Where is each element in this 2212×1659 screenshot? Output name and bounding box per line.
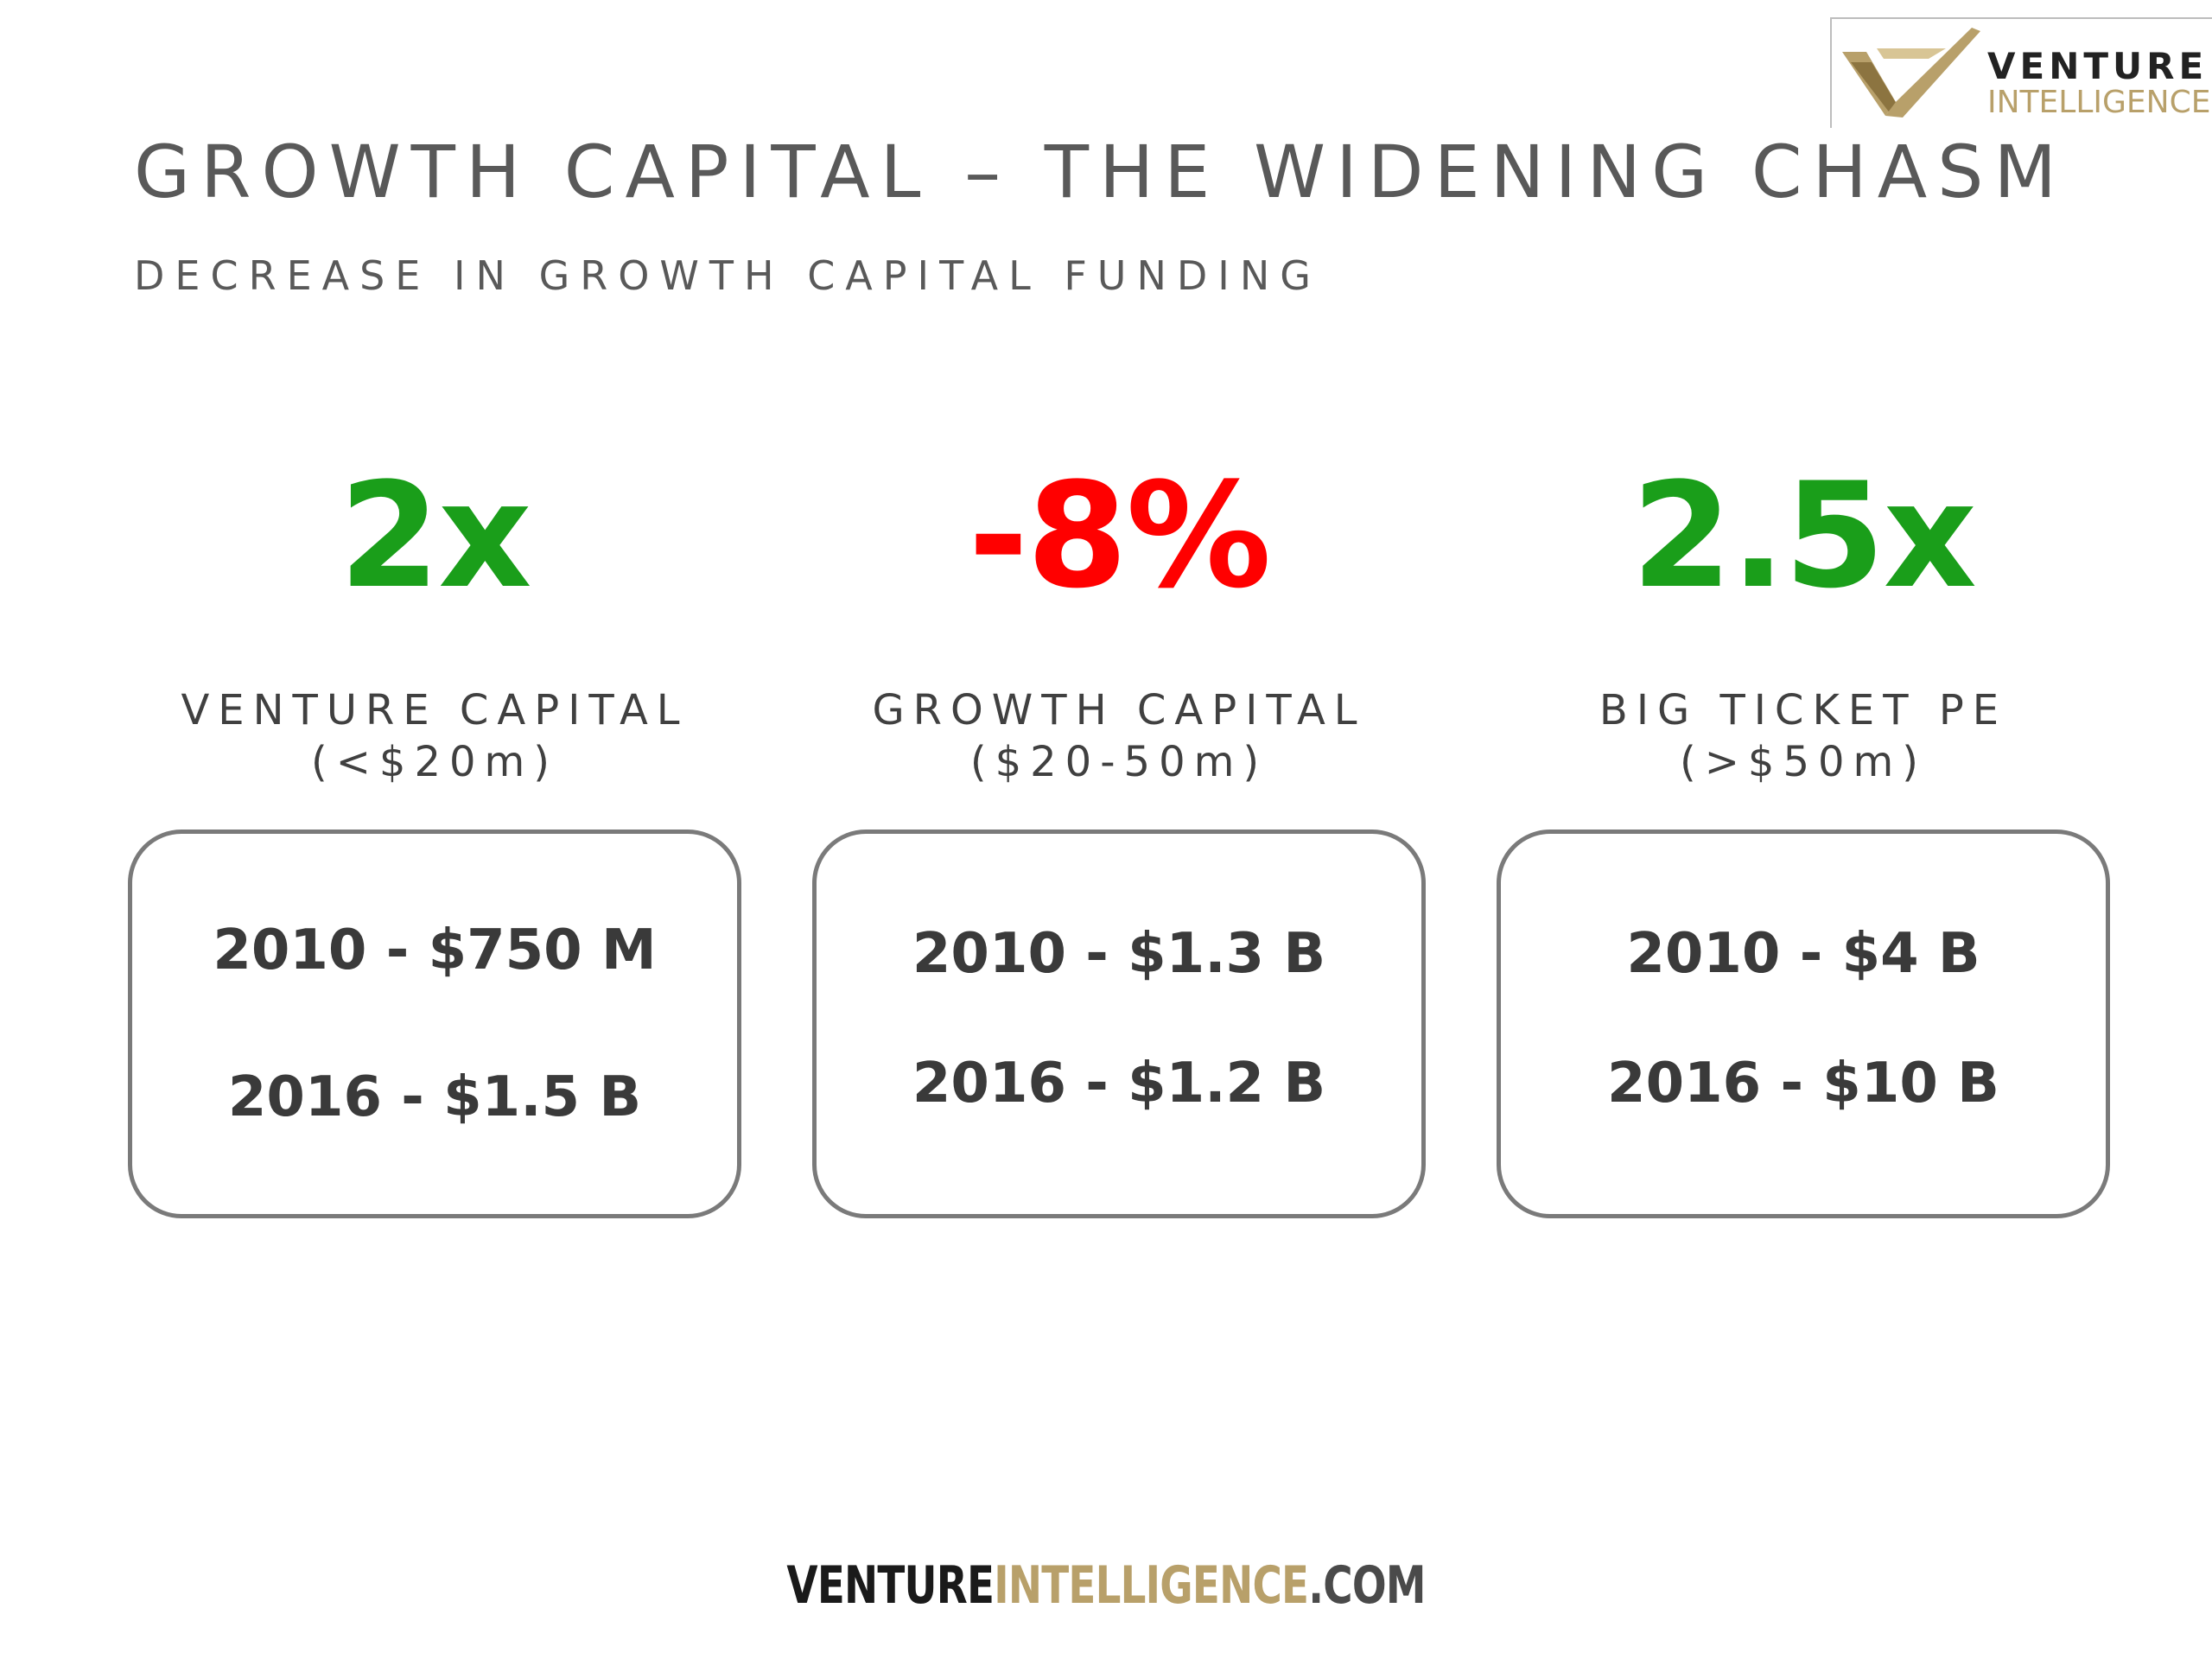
category-name: BIG TICKET PE <box>1599 686 2008 734</box>
funding-card: 2010 - $750 M 2016 - $1.5 B <box>128 830 741 1218</box>
slide-subtitle: DECREASE IN GROWTH CAPITAL FUNDING <box>134 252 1321 299</box>
v-checkmark-icon <box>1842 28 1980 118</box>
funding-2016: 2016 - $1.2 B <box>912 1052 1326 1116</box>
category-range: (<$20m) <box>310 738 559 786</box>
column-venture-capital: 2x VENTURE CAPITAL (<$20m) 2010 - $750 M… <box>128 449 741 1218</box>
funding-2016: 2016 - $1.5 B <box>227 1065 642 1129</box>
category-name: GROWTH CAPITAL <box>872 686 1366 734</box>
logo-word-intelligence: INTELLIGENCE <box>1987 85 2211 120</box>
funding-2010: 2010 - $750 M <box>213 918 657 982</box>
funding-card: 2010 - $4 B 2016 - $10 B <box>1497 830 2110 1218</box>
venture-intelligence-logo: VENTURE INTELLIGENCE <box>1830 17 2212 128</box>
category-label: GROWTH CAPITAL ($20-50m) <box>812 684 1426 788</box>
footer-intelligence: INTELLIGENCE <box>994 1555 1309 1616</box>
footer-website: VENTUREINTELLIGENCE.COM <box>244 1555 1969 1616</box>
category-range: (>$50m) <box>1679 738 1928 786</box>
category-label: VENTURE CAPITAL (<$20m) <box>128 684 741 788</box>
footer-domain: .COM <box>1308 1555 1426 1616</box>
funding-2016: 2016 - $10 B <box>1607 1052 1999 1116</box>
category-range: ($20-50m) <box>969 738 1268 786</box>
footer-venture: VENTURE <box>786 1555 995 1616</box>
funding-card: 2010 - $1.3 B 2016 - $1.2 B <box>812 830 1426 1218</box>
metric-value: 2.5x <box>1631 451 1977 620</box>
metric-value: 2x <box>339 451 531 620</box>
logo-word-venture: VENTURE <box>1987 45 2209 87</box>
column-growth-capital: -8% GROWTH CAPITAL ($20-50m) 2010 - $1.3… <box>812 449 1426 1218</box>
slide-title: GROWTH CAPITAL – THE WIDENING CHASM <box>134 130 2067 214</box>
metric-value: -8% <box>968 451 1272 620</box>
category-name: VENTURE CAPITAL <box>181 686 689 734</box>
column-big-ticket-pe: 2.5x BIG TICKET PE (>$50m) 2010 - $4 B 2… <box>1497 449 2110 1218</box>
category-label: BIG TICKET PE (>$50m) <box>1497 684 2110 788</box>
funding-2010: 2010 - $4 B <box>1626 922 1980 986</box>
funding-2010: 2010 - $1.3 B <box>912 922 1326 986</box>
